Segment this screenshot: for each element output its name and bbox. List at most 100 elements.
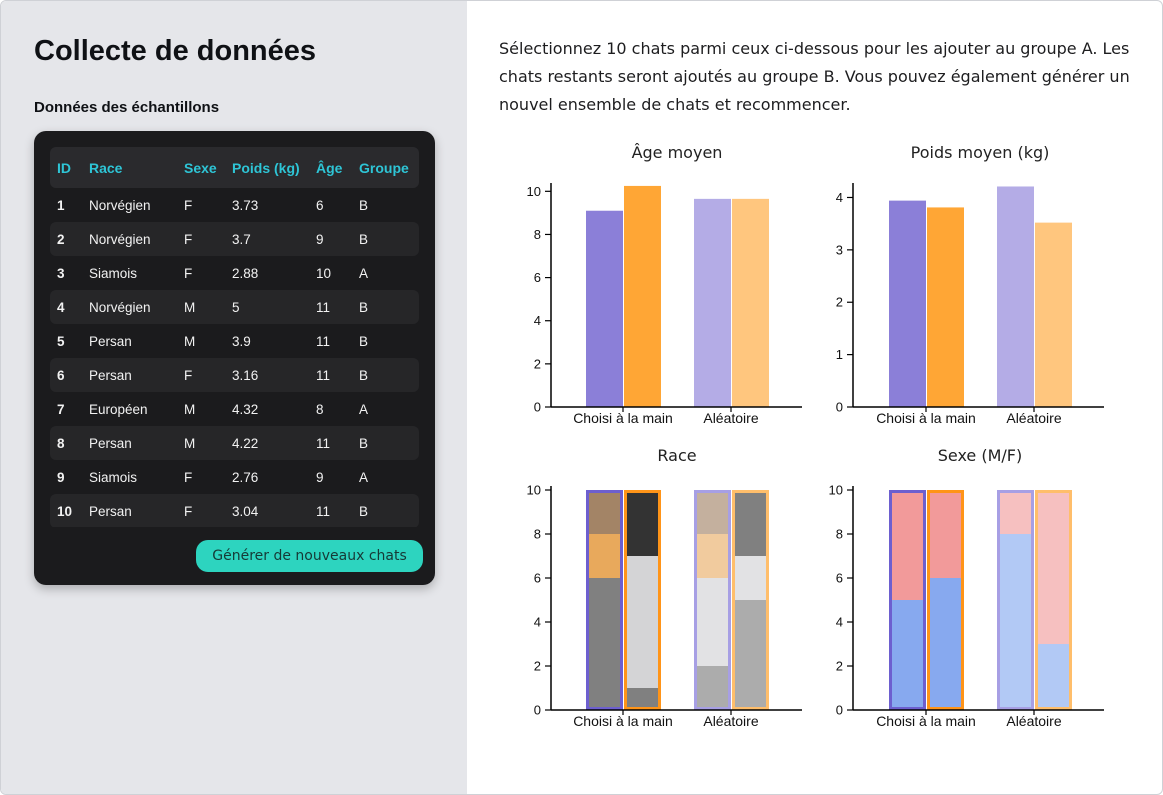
y-tick-label: 3	[836, 242, 843, 257]
generate-new-cats-button[interactable]: Générer de nouveaux chats	[196, 540, 423, 572]
cell-id: 5	[57, 333, 65, 349]
bar	[889, 200, 926, 407]
cell-id: 4	[50, 290, 82, 324]
bar-segment	[586, 578, 623, 710]
chart-title: Sexe (M/F)	[938, 446, 1023, 465]
y-tick-label: 2	[534, 356, 541, 371]
chart-3: Race 0 2 4 6 8 10 Choisi à la main Aléatoire	[527, 446, 802, 729]
bar-segment	[889, 600, 926, 710]
bar-outline	[624, 490, 661, 710]
data-card: ID Race Sexe Poids (kg) Âge Groupe 1 Norv…	[34, 131, 435, 585]
y-tick-label: 6	[836, 571, 843, 586]
y-tick-label: 0	[836, 703, 843, 718]
table-row[interactable]: 9 Siamois F 2.76 9 A	[50, 460, 419, 494]
bar-segment	[732, 600, 769, 710]
bar	[1035, 222, 1072, 407]
cell-race: Siamois	[89, 469, 138, 485]
cell-race: Norvégien	[82, 290, 177, 324]
table-row[interactable]: 10 Persan F 3.04 11 B	[50, 494, 419, 527]
instructions-text: Sélectionnez 10 chats parmi ceux ci-dess…	[499, 39, 1130, 114]
bar-segment	[624, 490, 661, 556]
cell-race: Européen	[89, 401, 148, 417]
cell-poids: 4.22	[225, 426, 309, 460]
left-panel: Collecte de données Données des échantil…	[1, 1, 467, 794]
cell-sexe: M	[177, 426, 225, 460]
cell-groupe: B	[352, 290, 419, 324]
chart-4: Sexe (M/F) 0 2 4 6 8 10 Choisi à la main Aléatoi…	[829, 446, 1104, 729]
section-label: Données des échantillons	[34, 99, 220, 116]
cell-groupe: B	[359, 197, 369, 213]
table-row[interactable]: 2 Norvégien F 3.7 9 B	[50, 222, 419, 256]
cell-sexe: F	[184, 265, 193, 281]
cell-poids: 3.04	[225, 494, 309, 527]
y-tick-label: 2	[836, 295, 843, 310]
table-scroll-area[interactable]: ID Race Sexe Poids (kg) Âge Groupe 1 Norv…	[50, 147, 419, 527]
table-row[interactable]: 1 Norvégien F 3.73 6 B	[50, 188, 419, 222]
table-row[interactable]: 5 Persan M 3.9 11 B	[50, 324, 419, 358]
bar	[624, 185, 661, 407]
cell-race: Persan	[82, 494, 177, 527]
column-header-groupe: Groupe	[352, 147, 419, 188]
cell-groupe: B	[359, 333, 369, 349]
cell-sexe: F	[177, 222, 225, 256]
cell-id: 1	[57, 197, 65, 213]
y-tick-label: 6	[534, 571, 541, 586]
table-row[interactable]: 3 Siamois F 2.88 10 A	[50, 256, 419, 290]
chart-2: Poids moyen (kg) 0 1 2 3 4 Choisi à la main Alé…	[836, 143, 1104, 426]
bar-segment	[927, 490, 964, 578]
table-row[interactable]: 6 Persan F 3.16 11 B	[50, 358, 419, 392]
column-header-id: ID	[50, 147, 82, 188]
cell-race: Persan	[82, 358, 177, 392]
cell-sexe: M	[177, 290, 225, 324]
x-category-label: Aléatoire	[1006, 410, 1061, 426]
cell-sexe: M	[184, 333, 196, 349]
y-tick-label: 4	[836, 190, 843, 205]
cell-groupe: B	[352, 494, 419, 527]
cell-age: 8	[316, 401, 324, 417]
chart-title: Âge moyen	[632, 143, 723, 162]
y-tick-label: 10	[527, 483, 541, 498]
cell-race: Siamois	[89, 265, 138, 281]
x-category-label: Aléatoire	[1006, 713, 1061, 729]
bar-segment	[732, 490, 769, 556]
chart-title: Race	[657, 446, 696, 465]
bar-outline	[694, 490, 731, 710]
bar-segment	[694, 490, 731, 534]
bar-segment	[586, 490, 623, 534]
bar-segment	[927, 578, 964, 710]
bar-outline	[1035, 490, 1072, 710]
cell-age: 9	[309, 222, 352, 256]
bar-outline	[927, 490, 964, 710]
cell-id: 6	[50, 358, 82, 392]
table-row[interactable]: 4 Norvégien M 5 11 B	[50, 290, 419, 324]
cell-sexe: F	[184, 197, 193, 213]
chart-1: Âge moyen 0 2 4 6 8 10 Choisi à la main Aléatoir…	[527, 143, 802, 426]
table-header-row: ID Race Sexe Poids (kg) Âge Groupe	[50, 147, 419, 188]
bar-segment	[694, 666, 731, 710]
cell-poids: 3.16	[225, 358, 309, 392]
bar-segment	[732, 556, 769, 600]
cell-age: 11	[316, 333, 331, 349]
column-header-sexe: Sexe	[177, 147, 225, 188]
bar	[927, 207, 964, 407]
y-tick-label: 8	[534, 227, 541, 242]
x-category-label: Aléatoire	[703, 713, 758, 729]
y-tick-label: 4	[836, 615, 843, 630]
cell-race: Persan	[82, 426, 177, 460]
x-category-label: Aléatoire	[703, 410, 758, 426]
table-row[interactable]: 8 Persan M 4.22 11 B	[50, 426, 419, 460]
cats-table: ID Race Sexe Poids (kg) Âge Groupe 1 Norv…	[50, 147, 419, 527]
bar-segment	[694, 534, 731, 578]
bar-segment	[694, 578, 731, 666]
table-row[interactable]: 7 Européen M 4.32 8 A	[50, 392, 419, 426]
bar	[694, 198, 731, 407]
x-category-label: Choisi à la main	[573, 410, 673, 426]
y-tick-label: 4	[534, 313, 541, 328]
x-category-label: Choisi à la main	[876, 410, 976, 426]
cell-groupe: A	[359, 401, 369, 417]
cell-id: 10	[50, 494, 82, 527]
y-tick-label: 1	[836, 347, 843, 362]
y-tick-label: 6	[534, 270, 541, 285]
cell-poids: 3.7	[225, 222, 309, 256]
bar-segment	[889, 490, 926, 600]
